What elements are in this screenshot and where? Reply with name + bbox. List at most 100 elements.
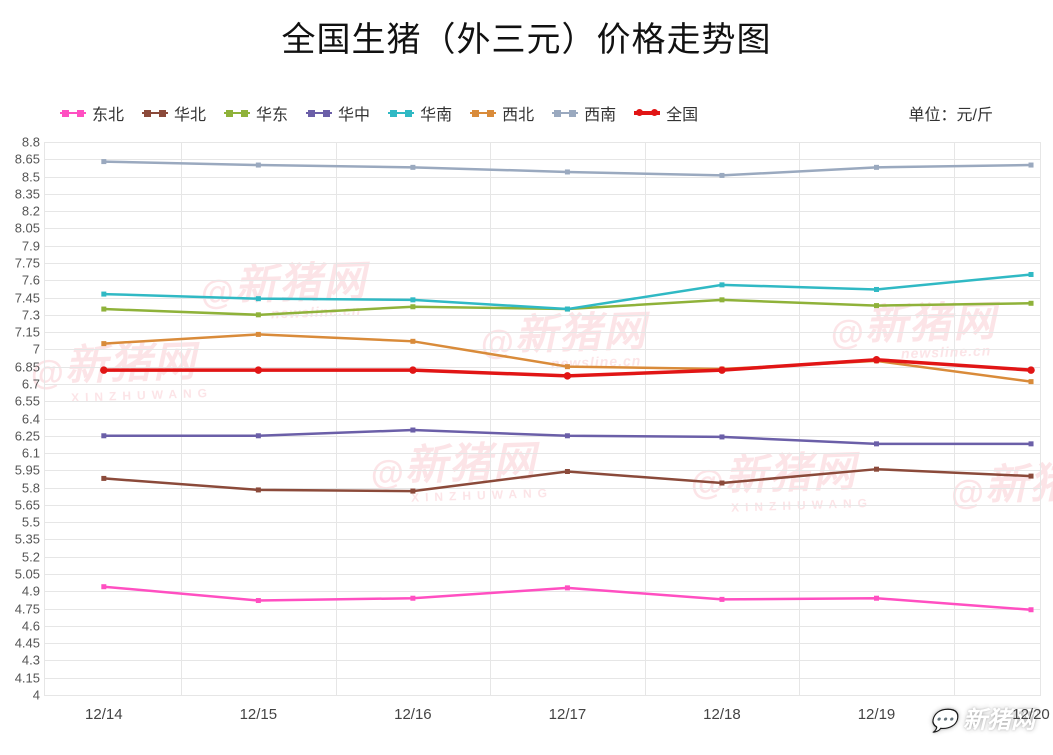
- legend-swatch: [142, 112, 168, 115]
- y-tick-label: 4.3: [4, 653, 40, 668]
- series-marker-xibei: [565, 364, 570, 369]
- y-tick-label: 6.25: [4, 428, 40, 443]
- series-marker-huazhong: [410, 428, 415, 433]
- legend-label: 华中: [338, 101, 370, 125]
- series-marker-dongbei: [256, 598, 261, 603]
- series-marker-huadong: [410, 304, 415, 309]
- series-marker-quanguo: [718, 366, 726, 374]
- y-tick-label: 5.5: [4, 515, 40, 530]
- legend-row: 东北 华北 华东 华中 华南 西北 西南 全国 单位：元/斤: [0, 61, 1053, 125]
- series-marker-xibei: [101, 341, 106, 346]
- gridline-h: [44, 695, 1041, 696]
- y-tick-label: 5.65: [4, 497, 40, 512]
- legend-label: 华南: [420, 101, 452, 125]
- x-tick-label: 12/16: [394, 706, 432, 723]
- legend-item-dongbei: 东北: [60, 101, 124, 125]
- series-marker-huanan: [256, 296, 261, 301]
- series-marker-xibei: [256, 332, 261, 337]
- y-tick-label: 7.75: [4, 255, 40, 270]
- series-marker-xinan: [1029, 163, 1034, 168]
- series-marker-quanguo: [100, 366, 108, 374]
- series-marker-huabei: [256, 487, 261, 492]
- series-marker-huanan: [874, 287, 879, 292]
- legend-swatch: [224, 112, 250, 115]
- series-marker-xinan: [874, 165, 879, 170]
- x-tick-label: 12/20: [1012, 706, 1050, 723]
- series-marker-huanan: [719, 282, 724, 287]
- y-tick-label: 5.05: [4, 567, 40, 582]
- series-marker-huabei: [101, 476, 106, 481]
- series-marker-xinan: [719, 173, 724, 178]
- series-marker-huanan: [410, 297, 415, 302]
- series-marker-huabei: [410, 489, 415, 494]
- y-tick-label: 4.45: [4, 636, 40, 651]
- legend-label: 华东: [256, 101, 288, 125]
- legend-label: 全国: [666, 101, 698, 125]
- series-marker-huazhong: [565, 433, 570, 438]
- series-marker-huabei: [1029, 474, 1034, 479]
- x-tick-label: 12/15: [240, 706, 278, 723]
- series-marker-huazhong: [256, 433, 261, 438]
- series-line-huanan: [104, 274, 1031, 309]
- series-marker-huadong: [101, 307, 106, 312]
- legend-label: 西北: [502, 101, 534, 125]
- series-marker-quanguo: [1027, 366, 1035, 374]
- y-tick-label: 7.6: [4, 273, 40, 288]
- y-tick-label: 8.5: [4, 169, 40, 184]
- x-tick-label: 12/17: [549, 706, 587, 723]
- series-marker-xibei: [410, 339, 415, 344]
- y-tick-label: 5.2: [4, 549, 40, 564]
- legend-swatch: [470, 112, 496, 115]
- legend: 东北 华北 华东 华中 华南 西北 西南 全国: [60, 101, 698, 125]
- series-marker-huazhong: [101, 433, 106, 438]
- legend-item-huadong: 华东: [224, 101, 288, 125]
- series-marker-huadong: [256, 312, 261, 317]
- legend-item-quanguo: 全国: [634, 101, 698, 125]
- chart-svg: [44, 142, 1041, 695]
- series-marker-dongbei: [1029, 607, 1034, 612]
- legend-label: 华北: [174, 101, 206, 125]
- chart-title: 全国生猪（外三元）价格走势图: [0, 0, 1053, 61]
- y-tick-label: 5.8: [4, 480, 40, 495]
- series-marker-dongbei: [719, 597, 724, 602]
- y-tick-label: 8.8: [4, 135, 40, 150]
- x-tick-label: 12/19: [858, 706, 896, 723]
- legend-swatch: [306, 112, 332, 115]
- series-marker-huadong: [719, 297, 724, 302]
- series-marker-huanan: [101, 292, 106, 297]
- series-marker-xinan: [101, 159, 106, 164]
- y-tick-label: 8.35: [4, 186, 40, 201]
- y-tick-label: 6.1: [4, 446, 40, 461]
- y-tick-label: 7.3: [4, 307, 40, 322]
- y-tick-label: 6.4: [4, 411, 40, 426]
- y-tick-label: 4.75: [4, 601, 40, 616]
- unit-label: 单位：元/斤: [909, 101, 993, 125]
- series-marker-huazhong: [719, 434, 724, 439]
- legend-item-xibei: 西北: [470, 101, 534, 125]
- y-tick-label: 4.15: [4, 670, 40, 685]
- legend-label: 东北: [92, 101, 124, 125]
- legend-swatch: [634, 111, 660, 115]
- series-marker-xinan: [410, 165, 415, 170]
- y-tick-label: 6.7: [4, 376, 40, 391]
- x-tick-label: 12/14: [85, 706, 123, 723]
- series-marker-quanguo: [873, 356, 881, 364]
- series-marker-huazhong: [1029, 441, 1034, 446]
- legend-label: 西南: [584, 101, 616, 125]
- series-marker-huazhong: [874, 441, 879, 446]
- series-marker-quanguo: [255, 366, 262, 374]
- legend-item-huanan: 华南: [388, 101, 452, 125]
- y-tick-label: 4.6: [4, 618, 40, 633]
- plot-area: 44.154.34.454.64.754.95.055.25.355.55.65…: [44, 142, 1041, 695]
- y-tick-label: 7.45: [4, 290, 40, 305]
- chart-container: @新猪网XINZHUWANG @新猪网newsline.cn @新猪网XINZH…: [0, 0, 1053, 755]
- series-marker-huanan: [1029, 272, 1034, 277]
- series-marker-dongbei: [874, 596, 879, 601]
- y-tick-label: 7: [4, 342, 40, 357]
- series-marker-huabei: [565, 469, 570, 474]
- series-marker-dongbei: [101, 584, 106, 589]
- y-tick-label: 5.35: [4, 532, 40, 547]
- y-tick-label: 5.95: [4, 463, 40, 478]
- y-tick-label: 7.15: [4, 325, 40, 340]
- y-tick-label: 8.65: [4, 152, 40, 167]
